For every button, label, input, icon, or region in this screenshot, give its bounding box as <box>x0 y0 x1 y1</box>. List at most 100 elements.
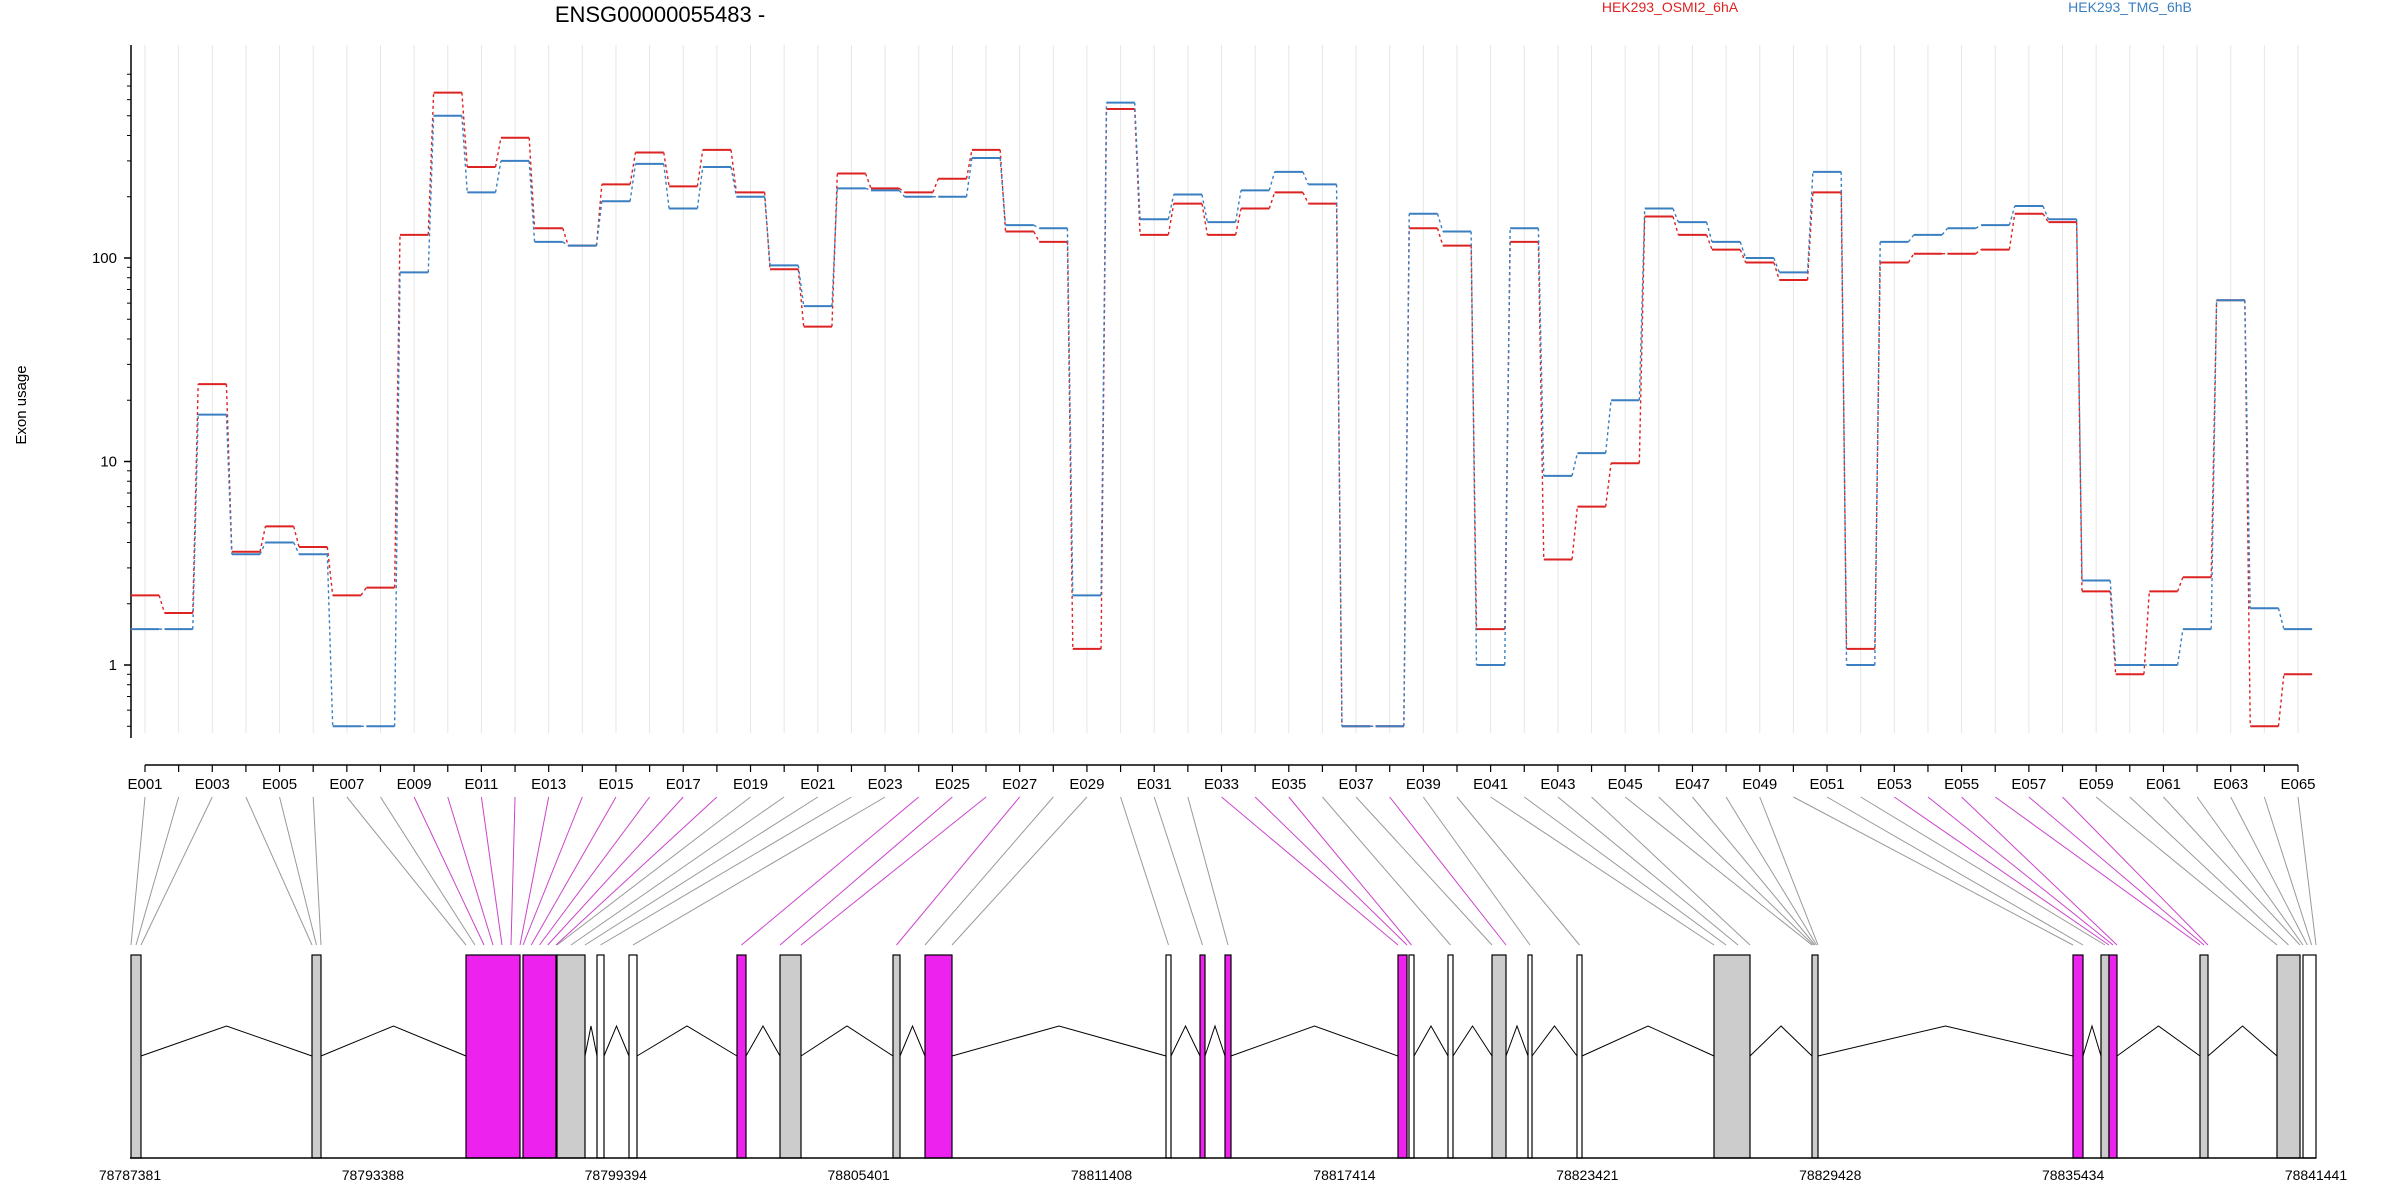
intron-line <box>320 1025 467 1057</box>
x-tick-label: E045 <box>1608 776 1643 793</box>
series-connector <box>494 160 502 193</box>
series-connector <box>1571 452 1579 477</box>
exon-connector <box>245 796 313 946</box>
x-tick-label: E001 <box>127 776 162 793</box>
exon-connector <box>279 796 317 946</box>
series-connector <box>1739 241 1747 259</box>
exon-connector <box>1456 796 1580 946</box>
series-connector <box>831 188 839 307</box>
intron-line <box>636 1025 738 1057</box>
exon-block <box>130 954 142 1159</box>
exon-connector <box>1692 796 1816 946</box>
exon-connector <box>1557 796 1739 946</box>
series-connector <box>427 92 435 235</box>
chart-title: ENSG00000055483 - <box>555 2 765 27</box>
exon-block <box>556 954 586 1159</box>
exon-connector <box>1389 796 1507 946</box>
series-connector <box>595 201 603 246</box>
exon-block <box>1199 954 1206 1159</box>
exon-block <box>2100 954 2110 1159</box>
exon-connector <box>510 796 516 946</box>
series-connector <box>1874 241 1881 666</box>
intron-line <box>2207 1025 2278 1057</box>
series-connector <box>1806 192 1814 281</box>
series-connector <box>1302 192 1309 204</box>
series-connector <box>2109 580 2117 666</box>
series-connector <box>1705 221 1713 243</box>
exon-connector <box>2263 796 2313 946</box>
series-connector <box>1537 241 1545 560</box>
genomic-coordinate-label: 78823421 <box>1556 1167 1619 1183</box>
x-tick-label: E011 <box>464 776 498 793</box>
series-connector <box>528 160 536 242</box>
exon-block <box>1447 954 1454 1159</box>
series-connector <box>1941 227 1949 236</box>
x-tick-label: E019 <box>733 776 768 793</box>
exon-connector <box>555 796 718 946</box>
exon-connector <box>130 796 146 946</box>
series-b <box>130 101 2313 728</box>
exon-connector <box>2095 796 2278 946</box>
exon-block <box>1408 954 1415 1159</box>
exon-connector <box>1355 796 1493 946</box>
series-connector <box>225 414 233 555</box>
exon-connector <box>135 796 180 946</box>
x-tick-label: E059 <box>2079 776 2114 793</box>
exon-connector <box>1624 796 1813 946</box>
series-connector <box>2277 674 2285 727</box>
series-connector <box>2210 300 2218 630</box>
exon-connector <box>1221 796 1399 946</box>
series-connector <box>1975 224 1982 229</box>
exon-connector <box>519 796 550 946</box>
exon-connector <box>480 796 503 946</box>
genomic-coordinate-label: 78811408 <box>1071 1167 1132 1183</box>
series-lines <box>130 91 2313 728</box>
series-connector <box>293 542 300 555</box>
exon-connector <box>896 796 1021 946</box>
exon-connector <box>1187 796 1229 946</box>
series-connector <box>1604 463 1612 507</box>
series-connector <box>865 187 872 192</box>
series-connector <box>1773 257 1780 273</box>
x-tick-label: E009 <box>397 776 432 793</box>
series-connector <box>1335 184 1343 727</box>
series-connector <box>1066 241 1074 649</box>
series-connector <box>965 149 973 179</box>
x-tick-label: E057 <box>2011 776 2046 793</box>
series-connector <box>797 265 805 307</box>
series-connector <box>629 163 637 202</box>
exon-block <box>628 954 638 1159</box>
exon-connector <box>380 796 476 946</box>
series-connector <box>2075 219 2083 581</box>
genomic-coordinate-label: 78841441 <box>2285 1167 2348 1183</box>
intron-line <box>1581 1025 1715 1057</box>
series-connector <box>2109 591 2117 675</box>
series-connector <box>461 92 468 168</box>
y-axis: 1 10 100 <box>92 45 132 738</box>
x-tick-label: E049 <box>1742 776 1777 793</box>
x-tick-label: E027 <box>1002 776 1037 793</box>
exon-connector <box>1422 796 1531 946</box>
series-connector <box>1134 108 1141 235</box>
series-connector <box>360 587 367 596</box>
x-tick-label: E065 <box>2280 776 2315 793</box>
intron-line <box>1531 1025 1578 1057</box>
exon-connector <box>1927 796 2114 946</box>
series-connector <box>1201 194 1209 223</box>
exon-connector <box>1254 796 1408 946</box>
series-connector <box>225 384 233 552</box>
x-tick-label: E021 <box>800 776 835 793</box>
exon-connector <box>1860 796 2106 946</box>
series-connector <box>494 137 502 168</box>
y-axis-label: Exon usage <box>13 365 30 444</box>
series-connector <box>1268 192 1276 209</box>
exon-block <box>1224 954 1232 1159</box>
exon-connector <box>413 796 485 946</box>
intron-line <box>2082 1024 2102 1057</box>
series-connector <box>2277 608 2285 630</box>
exon-connector <box>1322 796 1451 946</box>
exon-connector <box>1658 796 1814 946</box>
x-tick-label: E043 <box>1540 776 1575 793</box>
series-connector <box>1638 208 1646 401</box>
exon-connector <box>951 796 1088 946</box>
